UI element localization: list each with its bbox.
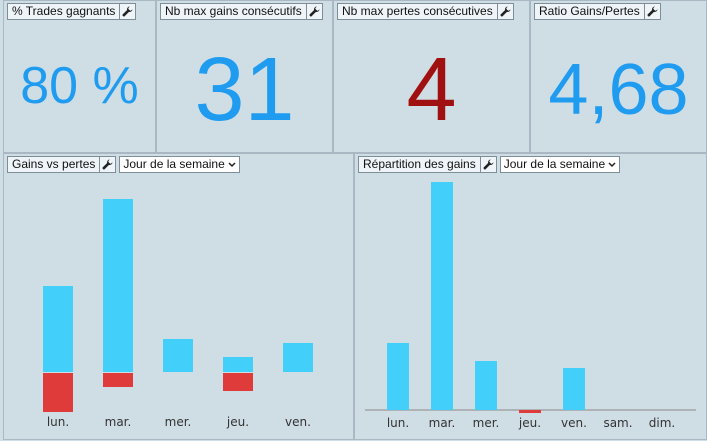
- gain-bar: [43, 286, 73, 372]
- kpi-max-losses-title: Nb max pertes consécutives: [337, 3, 498, 20]
- wrench-icon[interactable]: [100, 156, 117, 173]
- gain-bar: [431, 182, 453, 410]
- gain-distribution-title: Répartition des gains: [358, 156, 481, 173]
- x-tick-label: mar.: [429, 416, 456, 430]
- x-tick-label: mer.: [165, 415, 192, 429]
- gain-bar: [563, 368, 585, 410]
- x-tick-label: lun.: [387, 416, 409, 430]
- kpi-max-consecutive-losses-panel: Nb max pertes consécutives 4: [333, 0, 530, 153]
- gains-vs-losses-title: Gains vs pertes: [7, 156, 101, 173]
- loss-bar: [223, 373, 253, 391]
- chevron-down-icon: [228, 161, 236, 167]
- gain-bar: [163, 339, 193, 372]
- gain-bar: [283, 343, 313, 372]
- select-value: Jour de la semaine: [503, 157, 606, 171]
- kpi-ratio-value: 4,68: [548, 50, 689, 130]
- gains-vs-losses-chart: lun. mar. mer. jeu. ven.: [43, 199, 313, 429]
- kpi-ratio-title: Ratio Gains/Pertes: [534, 3, 645, 20]
- gain-bar: [103, 199, 133, 372]
- kpi-gain-loss-ratio-panel: Ratio Gains/Pertes 4,68: [530, 0, 707, 153]
- x-tick-label: jeu.: [226, 415, 249, 429]
- select-value: Jour de la semaine: [123, 157, 225, 171]
- wrench-icon[interactable]: [306, 3, 323, 20]
- wrench-icon[interactable]: [120, 3, 137, 20]
- kpi-max-gains-value: 31: [194, 40, 295, 140]
- gain-distribution-panel: Répartition des gains Jour de la semaine…: [354, 153, 707, 440]
- gain-bar: [387, 343, 409, 410]
- kpi-win-rate-title: % Trades gagnants: [7, 3, 121, 20]
- gain-distribution-period-select[interactable]: Jour de la semaine: [499, 156, 621, 173]
- gain-distribution-chart: lun. mar. mer. jeu. ven. sam. dim.: [365, 182, 696, 430]
- x-tick-label: mer.: [473, 416, 500, 430]
- x-tick-label: mar.: [105, 415, 132, 429]
- kpi-max-gains-title: Nb max gains consécutifs: [160, 3, 307, 20]
- gains-vs-losses-period-select[interactable]: Jour de la semaine: [119, 156, 240, 173]
- wrench-icon[interactable]: [644, 3, 661, 20]
- chevron-down-icon: [608, 161, 616, 167]
- kpi-win-rate-value: 80 %: [20, 57, 139, 115]
- x-tick-label: ven.: [561, 416, 587, 430]
- wrench-icon[interactable]: [497, 3, 514, 20]
- x-tick-label: lun.: [47, 415, 69, 429]
- loss-bar: [519, 410, 541, 413]
- loss-bar: [103, 373, 133, 387]
- x-tick-label: dim.: [649, 416, 675, 430]
- gain-bar: [223, 357, 253, 372]
- kpi-max-losses-value: 4: [406, 40, 457, 140]
- kpi-max-consecutive-gains-panel: Nb max gains consécutifs 31: [156, 0, 333, 153]
- x-tick-label: ven.: [285, 415, 311, 429]
- gain-bar: [475, 361, 497, 410]
- gains-vs-losses-panel: Gains vs pertes Jour de la semaine lun. m…: [3, 153, 354, 440]
- x-tick-label: sam.: [603, 416, 632, 430]
- kpi-win-rate-panel: % Trades gagnants 80 %: [3, 0, 156, 153]
- x-tick-label: jeu.: [518, 416, 541, 430]
- wrench-icon[interactable]: [480, 156, 497, 173]
- loss-bar: [43, 373, 73, 412]
